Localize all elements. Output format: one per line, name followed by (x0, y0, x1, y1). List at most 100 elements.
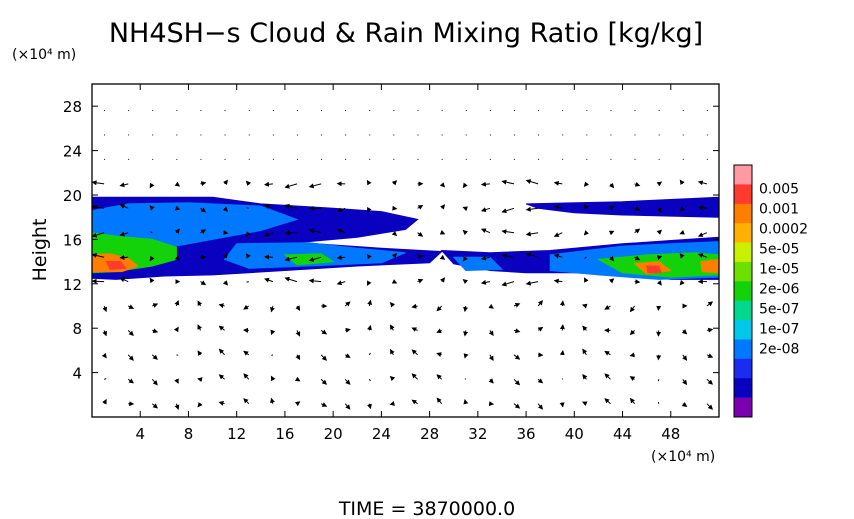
wind-vector (345, 327, 351, 333)
wind-vector (308, 183, 322, 189)
colorbar-frame (733, 164, 753, 418)
wind-vector (501, 281, 515, 287)
x-tick-label: 32 (468, 425, 487, 443)
wind-vector (102, 330, 107, 337)
wind-vector (243, 398, 250, 405)
wind-vector (336, 228, 346, 234)
wind-vector (218, 348, 225, 356)
wind-vector (368, 378, 371, 382)
wind-vector (200, 207, 207, 213)
wind-vector (101, 352, 107, 359)
wind-vector (367, 403, 372, 410)
wind-vector (462, 278, 469, 285)
wind-vector (417, 278, 424, 284)
wind-vector (525, 252, 539, 258)
wind-vector (218, 374, 225, 380)
wind-vector (411, 399, 418, 405)
wind-vector (336, 207, 346, 213)
wind-vector (634, 255, 641, 261)
wind-vector (462, 229, 469, 236)
wind-vector (559, 300, 565, 307)
wind-vector (604, 350, 611, 356)
wind-vector (127, 304, 135, 309)
wind-vector (174, 228, 180, 234)
wind-vector (367, 324, 372, 331)
wind-vector (103, 378, 107, 380)
wind-vector (679, 206, 685, 212)
wind-vector (439, 182, 446, 188)
wind-vector (411, 373, 418, 380)
wind-vector (480, 181, 490, 187)
colorbar-swatch (734, 223, 752, 244)
wind-vector (367, 299, 373, 307)
wind-vector (200, 229, 207, 235)
plot-frame (91, 83, 720, 418)
wind-vector (436, 352, 442, 357)
wind-vector (656, 181, 663, 187)
wind-vector (537, 300, 544, 307)
wind-vector (271, 354, 274, 356)
wind-vector (119, 182, 129, 188)
x-tick-label: 16 (275, 425, 294, 443)
wind-vector (391, 180, 398, 186)
chart-title: NH4SH−s Cloud & Rain Mixing Ratio [kg/kg… (109, 18, 703, 49)
wind-vector (559, 324, 565, 331)
wind-vector (218, 325, 225, 331)
wind-vector (488, 354, 494, 362)
y-tick-label: 16 (63, 231, 82, 249)
y-unit-label: (×10⁴ m) (12, 47, 76, 63)
wind-vector (525, 231, 539, 237)
wind-vector (391, 252, 398, 259)
colorbar-swatch (734, 378, 752, 399)
wind-vector (537, 378, 544, 384)
wind-vector (176, 354, 179, 356)
wind-vector (294, 401, 301, 407)
wind-vector (389, 375, 396, 382)
wind-vector (270, 375, 276, 382)
wind-vector (222, 280, 229, 286)
wind-vector (561, 378, 564, 380)
wind-vector (440, 277, 445, 283)
wind-vector (608, 205, 615, 211)
wind-vector (513, 354, 521, 360)
wind-vector (525, 280, 539, 286)
wind-vector (629, 376, 636, 381)
wind-vector (553, 204, 563, 210)
colorbar-swatch (734, 242, 752, 263)
wind-vector (366, 253, 372, 260)
wind-vector (706, 353, 714, 358)
wind-vector (92, 204, 105, 210)
wind-vector (604, 398, 611, 405)
wind-vector (634, 228, 641, 234)
wind-vector (656, 280, 662, 286)
wind-vector (583, 181, 590, 187)
wind-vector (320, 378, 328, 385)
wind-vector (173, 326, 179, 333)
wind-vector (92, 253, 105, 258)
wind-vector (391, 279, 398, 284)
wind-vector (389, 302, 396, 308)
wind-vector (102, 398, 107, 405)
wind-vector (264, 181, 273, 187)
wind-vector (697, 253, 708, 259)
wind-vector (284, 276, 298, 283)
wind-vector (679, 179, 685, 186)
colorbar-label: 0.0002 (759, 221, 808, 237)
wind-vector (553, 253, 563, 259)
wind-vector (581, 303, 588, 309)
wind-vector (583, 230, 590, 236)
wind-vector (582, 348, 588, 356)
wind-vector (463, 305, 469, 313)
colorbar-swatch (734, 339, 752, 360)
wind-vector (149, 205, 155, 211)
wind-vector (320, 329, 328, 335)
wind-vector (308, 256, 322, 262)
wind-vector (706, 378, 714, 385)
wind-vector (608, 230, 615, 236)
wind-vector (197, 300, 203, 307)
wind-vector (174, 378, 179, 384)
wind-vector (243, 304, 250, 310)
wind-vector (411, 349, 418, 356)
wind-vector (245, 180, 252, 187)
wind-vector (513, 302, 521, 308)
